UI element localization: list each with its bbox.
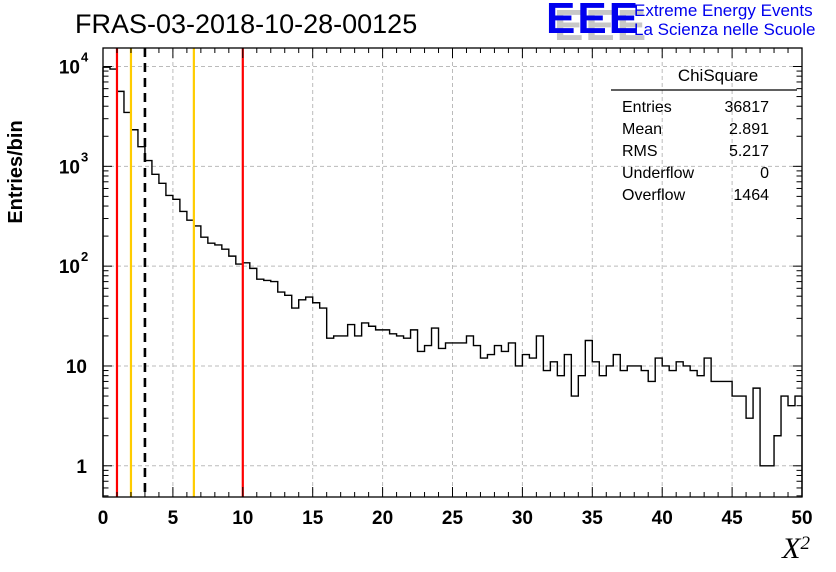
svg-text:X2: X2 <box>781 532 810 565</box>
svg-text:10: 10 <box>66 357 87 378</box>
svg-text:36817: 36817 <box>725 99 770 116</box>
svg-text:Mean: Mean <box>622 121 662 138</box>
svg-text:5: 5 <box>168 508 179 529</box>
svg-text:ChiSquare: ChiSquare <box>678 66 758 85</box>
svg-text:5.217: 5.217 <box>729 143 769 160</box>
svg-text:Entries/bin: Entries/bin <box>5 120 27 223</box>
svg-text:40: 40 <box>652 508 673 529</box>
svg-text:Overflow: Overflow <box>622 187 686 204</box>
svg-text:45: 45 <box>722 508 744 529</box>
svg-text:15: 15 <box>302 508 324 529</box>
svg-text:4: 4 <box>81 50 89 65</box>
svg-text:RMS: RMS <box>622 143 658 160</box>
svg-text:10: 10 <box>59 157 80 178</box>
svg-text:0: 0 <box>98 508 109 529</box>
svg-text:1: 1 <box>76 457 87 478</box>
svg-text:3: 3 <box>81 149 88 164</box>
svg-text:Underflow: Underflow <box>622 165 694 182</box>
svg-text:50: 50 <box>791 508 812 529</box>
svg-text:2.891: 2.891 <box>729 121 769 138</box>
svg-text:Entries: Entries <box>622 99 672 116</box>
svg-text:20: 20 <box>372 508 393 529</box>
svg-text:10: 10 <box>232 508 253 529</box>
svg-text:30: 30 <box>512 508 533 529</box>
svg-text:25: 25 <box>442 508 464 529</box>
svg-text:10: 10 <box>59 58 80 79</box>
svg-text:1464: 1464 <box>733 187 769 204</box>
svg-text:2: 2 <box>81 249 88 264</box>
svg-text:0: 0 <box>760 165 769 182</box>
svg-text:35: 35 <box>582 508 604 529</box>
svg-text:10: 10 <box>59 257 80 278</box>
